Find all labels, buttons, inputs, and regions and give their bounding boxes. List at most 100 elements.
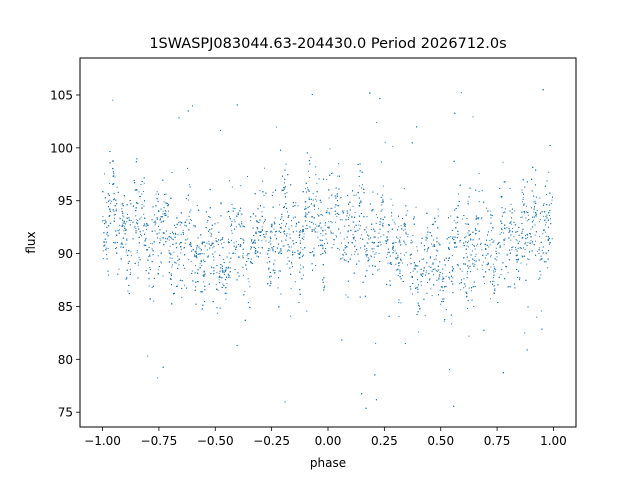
data-point — [354, 240, 356, 242]
data-point — [403, 223, 405, 225]
data-point — [228, 242, 230, 244]
data-point — [523, 255, 525, 257]
data-point — [317, 214, 319, 216]
data-point — [139, 234, 141, 236]
data-point — [468, 287, 470, 289]
data-point — [300, 264, 302, 266]
data-point — [125, 229, 127, 231]
data-point — [536, 250, 538, 252]
data-point — [457, 230, 459, 232]
data-point — [342, 257, 344, 259]
data-point — [382, 194, 384, 196]
data-point — [361, 184, 363, 186]
data-point — [284, 225, 286, 227]
data-point — [241, 223, 243, 225]
data-point — [221, 268, 223, 270]
data-point — [146, 249, 148, 251]
data-point — [343, 249, 345, 251]
data-point — [416, 286, 418, 288]
data-point — [292, 231, 294, 233]
data-point — [246, 255, 248, 257]
data-point — [250, 216, 252, 218]
data-point — [516, 268, 518, 270]
data-point — [143, 244, 145, 246]
data-point — [424, 314, 426, 316]
data-point — [116, 203, 118, 205]
data-point — [113, 198, 115, 200]
data-point — [268, 241, 270, 243]
data-point — [308, 190, 310, 192]
data-point — [372, 209, 374, 211]
data-point — [489, 244, 491, 246]
data-point — [398, 262, 400, 264]
data-point — [379, 241, 381, 243]
data-point — [197, 281, 199, 283]
data-point — [366, 242, 368, 244]
data-point — [186, 219, 188, 221]
data-point — [340, 197, 342, 199]
data-point — [258, 221, 260, 223]
data-point — [271, 224, 273, 226]
data-point — [243, 242, 245, 244]
data-point — [178, 264, 180, 266]
data-point — [225, 279, 227, 281]
data-point — [400, 278, 402, 280]
data-point — [539, 235, 541, 237]
data-point — [380, 244, 382, 246]
data-point — [290, 315, 292, 317]
data-point — [298, 301, 300, 303]
data-point — [359, 170, 361, 172]
data-point — [322, 281, 324, 283]
data-point — [243, 226, 245, 228]
data-point — [201, 291, 203, 293]
data-point — [492, 283, 494, 285]
data-point — [531, 178, 533, 180]
data-point — [281, 215, 283, 217]
data-point — [516, 240, 518, 242]
data-point — [226, 211, 228, 213]
data-point — [189, 211, 191, 213]
data-point — [315, 223, 317, 225]
data-point — [351, 216, 353, 218]
data-point — [352, 205, 354, 207]
data-point — [125, 251, 127, 253]
data-point — [139, 218, 141, 220]
data-point — [237, 212, 239, 214]
data-point — [381, 209, 383, 211]
data-point — [417, 291, 419, 293]
data-point — [249, 306, 251, 308]
data-point — [458, 193, 459, 195]
data-point — [550, 203, 552, 205]
data-point — [114, 176, 116, 178]
data-point — [125, 229, 127, 231]
data-point — [385, 240, 387, 242]
data-point — [170, 273, 172, 275]
data-point — [368, 235, 370, 237]
data-point — [392, 145, 394, 147]
data-point — [487, 210, 489, 212]
data-point — [312, 193, 314, 195]
data-point — [262, 191, 264, 193]
data-point — [163, 244, 165, 246]
data-point — [442, 276, 444, 278]
data-point — [201, 243, 203, 245]
data-point — [123, 225, 125, 227]
data-point — [216, 272, 218, 274]
data-point — [501, 269, 503, 270]
data-point — [104, 238, 106, 240]
data-point — [274, 270, 276, 272]
data-point — [312, 269, 314, 271]
data-point — [347, 231, 349, 233]
data-point — [268, 257, 270, 259]
data-point — [302, 229, 304, 231]
data-point — [351, 216, 353, 218]
data-point — [287, 216, 289, 218]
data-point — [443, 277, 445, 279]
data-point — [165, 202, 167, 204]
data-point — [130, 203, 132, 205]
data-point — [281, 189, 283, 191]
data-point — [397, 254, 399, 256]
data-point — [331, 207, 333, 209]
data-point — [510, 234, 512, 236]
data-point — [127, 254, 129, 256]
